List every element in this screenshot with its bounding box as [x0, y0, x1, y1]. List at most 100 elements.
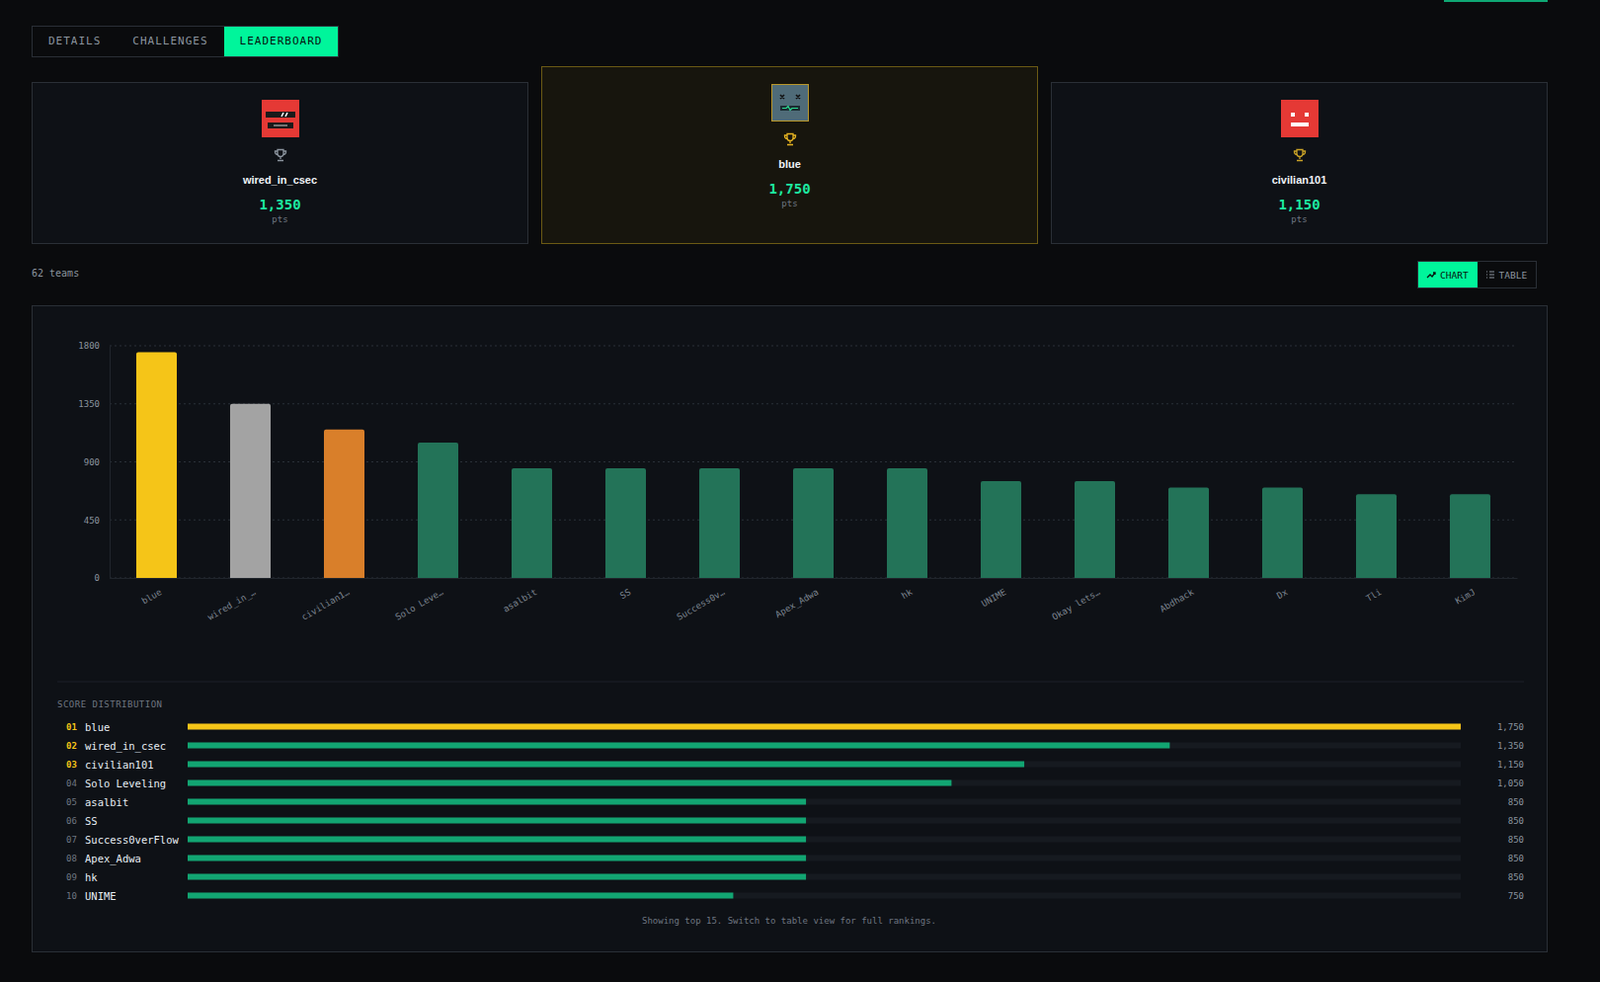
team-points: 1,150 — [1051, 195, 1547, 214]
bars — [136, 352, 1491, 578]
distribution-bar — [187, 761, 1025, 768]
rank: 02 — [66, 740, 78, 751]
distribution-row: 10 UNIME 750 — [66, 889, 1524, 902]
bar — [793, 468, 834, 578]
x-tick: blue — [140, 577, 164, 607]
x-tick-label: hk — [899, 586, 915, 601]
bar — [980, 480, 1022, 578]
distribution-bar — [187, 817, 806, 824]
distribution-bar — [187, 742, 1170, 749]
x-tick: SS — [618, 577, 633, 601]
x-tick-label: SS — [618, 586, 633, 601]
score-label: 1,150 — [1497, 759, 1524, 770]
toggle-button[interactable]: CHART — [1418, 261, 1478, 288]
rank: 04 — [66, 778, 78, 789]
tab[interactable]: LEADERBOARD — [224, 26, 339, 57]
x-tick: wired_in_… — [206, 577, 258, 623]
bar — [1074, 480, 1116, 578]
score-label: 850 — [1508, 834, 1524, 845]
points-unit: pts — [542, 197, 1038, 211]
toggle-icon — [1485, 269, 1496, 280]
bar — [136, 352, 177, 578]
track — [187, 742, 1461, 749]
toggle-label[interactable]: CHART — [1440, 269, 1469, 281]
accent-line — [1443, 0, 1548, 2]
toggle-label[interactable]: TABLE — [1499, 269, 1528, 281]
avatar — [1280, 99, 1319, 138]
score-label: 750 — [1508, 890, 1524, 901]
bar — [1262, 487, 1303, 578]
distribution-bar — [187, 723, 1461, 730]
y-tick-label: 900 — [83, 457, 100, 468]
y-tick: 1800 — [78, 340, 110, 351]
track — [187, 855, 1461, 862]
x-tick-label: wired_in_… — [206, 586, 258, 623]
x-tick: hk — [899, 577, 915, 601]
grid-line — [109, 345, 1518, 347]
team-name: Success0verFlow — [84, 833, 180, 846]
x-tick-label: Abdhack — [1158, 586, 1197, 615]
x-tick-label: Tli — [1363, 586, 1383, 604]
y-axis: 045090013501800 — [78, 340, 110, 583]
rank: 10 — [66, 890, 78, 901]
podium-card: blue 1,750pts — [541, 66, 1039, 244]
x-tick-label: civilian1… — [300, 586, 352, 623]
x-tick-label: UNIME — [979, 586, 1008, 609]
y-tick-label: 1350 — [78, 399, 100, 409]
y-tick: 900 — [83, 457, 110, 468]
distribution-bar — [187, 836, 806, 843]
distribution-row: 04 Solo Leveling 1,050 — [66, 777, 1524, 790]
team-name: blue — [542, 157, 1038, 172]
x-tick: Apex_Adwa — [773, 577, 820, 620]
rank: 09 — [66, 872, 78, 882]
x-tick-label: asalbit — [501, 586, 540, 615]
trophy-icon — [273, 148, 288, 162]
bar — [1168, 487, 1209, 578]
grid-line — [109, 402, 1518, 404]
toggle-button[interactable]: TABLE — [1477, 261, 1537, 288]
rank: 05 — [66, 797, 78, 807]
team-name: UNIME — [84, 889, 117, 902]
team-points: 1,350 — [32, 195, 528, 214]
score-label: 850 — [1508, 872, 1524, 882]
y-tick: 0 — [94, 572, 110, 583]
distribution-row: 09hk850 — [66, 871, 1524, 883]
team-name: SS — [84, 814, 98, 827]
team-name: Apex_Adwa — [84, 852, 142, 866]
distribution-bar — [187, 855, 806, 862]
rank: 06 — [66, 815, 78, 826]
axis-line — [109, 346, 111, 579]
rank: 08 — [66, 853, 78, 864]
x-tick: Abdhack — [1158, 577, 1197, 615]
score-label: 1,350 — [1497, 740, 1524, 751]
chart-panel: 045090013501800bluewired_in_…civilian1…S… — [31, 305, 1548, 953]
y-tick-label: 1800 — [78, 340, 100, 351]
x-axis: blue wired_in_… civilian1… Solo Leve… asalbi… — [110, 577, 1519, 623]
avatar — [771, 83, 809, 122]
team-name: Solo Leveling — [84, 777, 166, 790]
score-label: 850 — [1508, 815, 1524, 826]
distribution-bar — [187, 780, 952, 787]
trophy-icon — [1292, 148, 1307, 162]
team-name: asalbit — [84, 796, 129, 808]
x-tick-label: Solo Leve… — [394, 586, 446, 623]
bar — [230, 403, 271, 578]
trophy-icon — [783, 132, 798, 147]
tab[interactable]: CHALLENGES — [116, 26, 224, 57]
score-label: 1,050 — [1497, 778, 1524, 789]
x-tick: asalbit — [501, 577, 540, 615]
tab[interactable]: DETAILS — [32, 26, 117, 57]
bar — [886, 468, 928, 578]
chart-svg: 045090013501800bluewired_in_…civilian1…S… — [32, 306, 1547, 952]
x-tick-label: Okay lets… — [1050, 586, 1103, 623]
points-unit: pts — [32, 213, 528, 227]
y-tick-label: 0 — [94, 572, 100, 583]
x-tick: Dx — [1275, 577, 1290, 601]
x-tick-label: blue — [140, 586, 164, 607]
team-points: 1,750 — [542, 179, 1038, 198]
x-tick-label: Dx — [1275, 586, 1290, 601]
distribution-row: 07Success0verFlow850 — [66, 833, 1524, 846]
track — [187, 817, 1461, 824]
x-tick: civilian1… — [300, 577, 352, 623]
footer-note: Showing top 15. Switch to table view for… — [641, 915, 937, 926]
